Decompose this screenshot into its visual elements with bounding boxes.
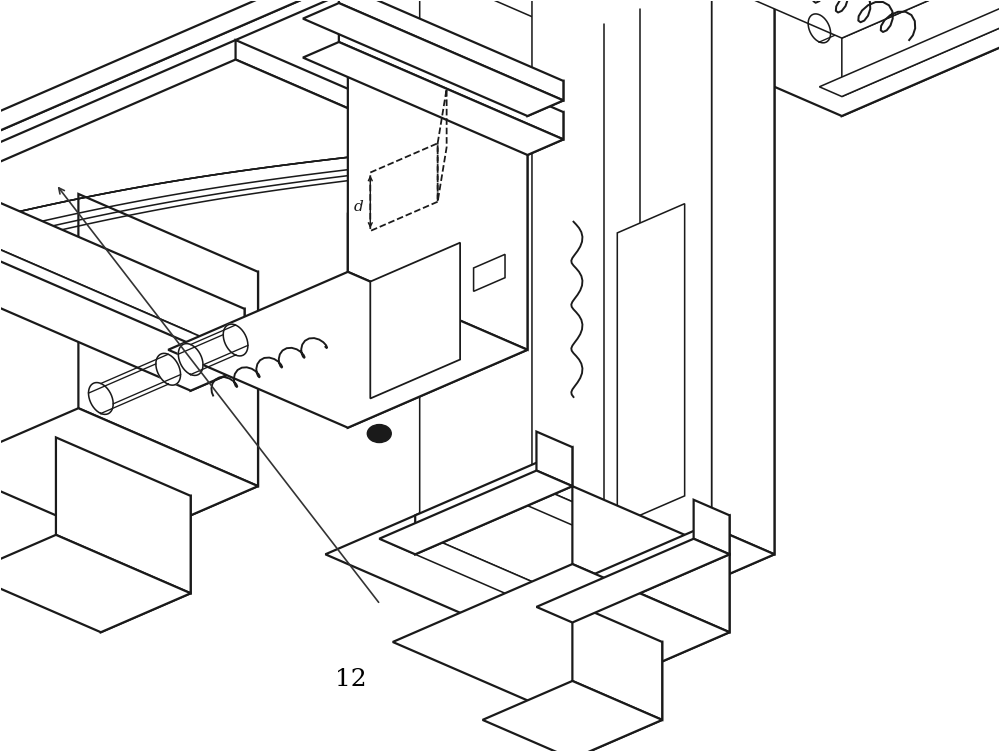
Polygon shape [0, 0, 707, 174]
Polygon shape [685, 0, 712, 574]
Polygon shape [527, 112, 563, 155]
Polygon shape [89, 383, 113, 414]
Polygon shape [191, 309, 245, 391]
Polygon shape [572, 486, 730, 632]
Polygon shape [348, 135, 527, 428]
Polygon shape [0, 205, 213, 352]
Polygon shape [178, 344, 203, 375]
Polygon shape [303, 42, 563, 155]
Polygon shape [774, 0, 1000, 9]
Polygon shape [191, 0, 999, 301]
Text: d: d [354, 199, 364, 214]
Polygon shape [617, 204, 685, 525]
Polygon shape [78, 194, 258, 486]
Polygon shape [572, 642, 662, 752]
Polygon shape [532, 0, 712, 562]
Polygon shape [393, 564, 730, 710]
Polygon shape [0, 59, 550, 352]
Polygon shape [595, 174, 707, 554]
Polygon shape [339, 15, 563, 139]
Polygon shape [842, 0, 1000, 38]
Polygon shape [536, 432, 572, 486]
Polygon shape [842, 0, 1000, 116]
Polygon shape [101, 496, 191, 632]
Polygon shape [0, 408, 258, 544]
Polygon shape [527, 0, 1000, 116]
Polygon shape [550, 0, 774, 652]
Polygon shape [123, 272, 258, 544]
Circle shape [367, 425, 391, 442]
Polygon shape [420, 0, 599, 611]
Polygon shape [0, 0, 707, 174]
Polygon shape [694, 500, 730, 554]
Polygon shape [168, 272, 527, 428]
Polygon shape [191, 177, 550, 352]
Polygon shape [0, 0, 999, 332]
Polygon shape [0, 196, 191, 352]
Polygon shape [56, 438, 191, 593]
Polygon shape [236, 40, 550, 196]
Polygon shape [474, 254, 505, 291]
Polygon shape [370, 243, 460, 399]
Polygon shape [483, 681, 662, 752]
Polygon shape [223, 324, 248, 356]
Polygon shape [303, 3, 563, 116]
Polygon shape [572, 0, 1000, 38]
Polygon shape [0, 535, 191, 632]
Polygon shape [0, 231, 245, 391]
Polygon shape [325, 457, 774, 652]
Polygon shape [572, 515, 730, 623]
Polygon shape [819, 0, 1000, 96]
Polygon shape [536, 538, 730, 623]
Polygon shape [572, 603, 662, 720]
Polygon shape [415, 447, 572, 554]
Polygon shape [808, 14, 831, 43]
Polygon shape [156, 353, 181, 385]
Polygon shape [168, 0, 999, 301]
Polygon shape [393, 533, 599, 623]
Polygon shape [0, 172, 245, 367]
Text: 12: 12 [335, 668, 366, 691]
Polygon shape [191, 0, 999, 332]
Polygon shape [550, 0, 774, 554]
Polygon shape [527, 81, 563, 116]
Polygon shape [339, 0, 563, 101]
Polygon shape [348, 58, 527, 350]
Polygon shape [379, 471, 572, 554]
Polygon shape [505, 484, 712, 574]
Polygon shape [550, 554, 730, 710]
Polygon shape [572, 46, 599, 623]
Polygon shape [842, 0, 1000, 96]
